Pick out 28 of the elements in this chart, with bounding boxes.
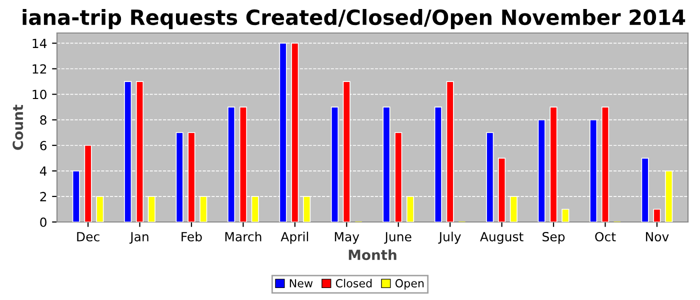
x-tick-label: July [438,232,461,244]
y-tick-label: 12 [32,64,46,74]
x-tick-label: April [280,232,308,244]
y-tick-label: 8 [40,115,46,125]
bar [653,208,661,222]
y-tick-label: 14 [32,38,47,48]
y-tick-label: 6 [40,140,46,150]
legend-label: Closed [336,278,372,288]
bar [562,208,570,222]
chart-title: iana-trip Requests Created/Closed/Open November 2014 [22,9,686,30]
x-tick-label: June [384,232,412,244]
y-tick-label: 2 [40,192,46,202]
y-tick-label: 10 [32,90,46,100]
x-tick-label: Oct [595,232,616,242]
x-tick-label: Dec [77,232,100,242]
x-tick-label: May [334,232,360,244]
x-axis-title: Month [348,249,396,260]
y-axis-title: Count [12,104,24,150]
x-tick-label: Nov [646,232,669,242]
x-tick-label: March [225,232,262,242]
x-tick-label: August [480,232,524,244]
legend-label: Open [395,279,424,290]
x-tick-label: Jan [129,232,148,244]
legend-label: New [290,279,313,288]
x-tick-label: Feb [182,232,202,242]
x-tick-label: Sep [542,232,565,244]
y-tick-label: 0 [40,217,46,227]
y-tick-label: 4 [40,166,47,176]
